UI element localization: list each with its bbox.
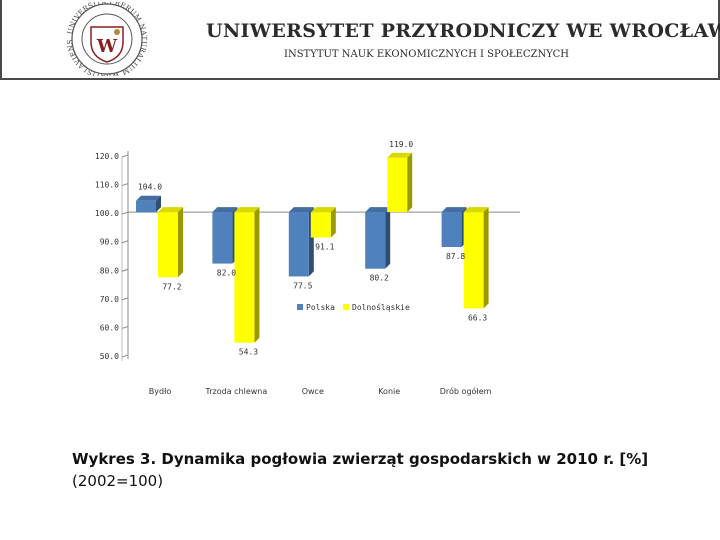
legend-label-1: Dolnośląskie	[352, 302, 410, 312]
y-tick-label: 60.0	[100, 323, 119, 332]
y-tick-label: 50.0	[100, 352, 119, 361]
header-banner: UNIVERSITAS RERUM NATURALIUM WRATISLAVIE…	[0, 0, 720, 90]
data-label: 66.3	[468, 313, 487, 322]
y-tick-mark	[121, 268, 129, 272]
chart-legend: Polska Dolnośląskie	[297, 302, 410, 312]
university-title: UNIWERSYTET PRZYRODNICZY WE WROCŁAWIU	[206, 20, 720, 42]
y-tick-mark	[121, 211, 129, 215]
bar-side-0	[156, 195, 161, 213]
x-tick-label: Konie	[378, 387, 400, 396]
bar-1	[387, 157, 408, 213]
data-label: 80.2	[370, 274, 389, 283]
bar-0	[136, 200, 156, 213]
chart-data-labels: 104.0 77.2 82.0 54.3 77.5 91.1 80.2 119.0 87.8 66…	[138, 140, 487, 357]
svg-text:W: W	[96, 36, 118, 57]
header-bottom-rule	[0, 78, 720, 80]
y-tick-label: 100.0	[95, 209, 119, 218]
bar-top-0	[136, 195, 161, 201]
bar-top-1	[234, 207, 260, 213]
data-label: 119.0	[389, 140, 413, 149]
caption-subtitle: (2002=100)	[72, 472, 164, 490]
figure-caption: Wykres 3. Dynamika pogłowia zwierząt gos…	[72, 448, 672, 492]
y-tick-label: 70.0	[100, 295, 119, 304]
bar-side-1	[178, 207, 183, 278]
y-tick-label: 120.0	[95, 152, 119, 161]
x-tick-label: Drób ogółem	[440, 386, 492, 396]
bar-1	[234, 212, 255, 343]
bar-side-1	[483, 207, 489, 309]
y-tick-label: 90.0	[100, 238, 119, 247]
legend-swatch-0	[297, 304, 303, 310]
header-right-rule	[718, 0, 720, 80]
bar-side-1	[330, 207, 336, 238]
data-label: 77.5	[293, 281, 312, 290]
y-tick-mark	[121, 325, 129, 329]
y-tick-mark	[121, 183, 129, 187]
bar-0	[288, 212, 309, 277]
bar-side-1	[407, 152, 413, 213]
y-tick-label: 110.0	[95, 181, 119, 190]
y-tick-mark	[121, 297, 129, 301]
bar-top-1	[387, 152, 413, 158]
university-seal-logo: UNIVERSITAS RERUM NATURALIUM WRATISLAVIE…	[55, 2, 148, 76]
legend-label-0: Polska	[306, 303, 335, 312]
y-tick-mark	[121, 154, 129, 158]
bar-0	[212, 212, 233, 264]
y-tick-mark	[121, 240, 129, 244]
bar-side-1	[254, 207, 260, 343]
data-label: 82.0	[217, 269, 236, 278]
institute-title: INSTYTUT NAUK EKONOMICZNYCH I SPOŁECZNYC…	[284, 49, 570, 60]
bar-1	[310, 212, 331, 238]
bar-top-0	[441, 207, 467, 213]
y-tick-label: 80.0	[100, 266, 119, 275]
bar-top-1	[310, 207, 336, 213]
data-label: 104.0	[138, 183, 162, 192]
data-label: 77.2	[162, 282, 181, 291]
bar-0	[441, 212, 462, 247]
caption-title: Wykres 3. Dynamika pogłowia zwierząt gos…	[72, 450, 649, 468]
bar-chart: 50.0 60.0 70.0 80.0 90.0 100.0 110.0 120.0 Bydło…	[95, 140, 520, 396]
x-tick-label: Trzoda chlewna	[205, 387, 268, 396]
data-label: 87.8	[446, 252, 465, 261]
bar-1	[463, 212, 484, 309]
data-label: 54.3	[239, 348, 258, 357]
bar-top-0	[365, 207, 391, 213]
chart-bars	[136, 152, 489, 343]
x-tick-label: Bydło	[149, 387, 172, 396]
bar-0	[365, 212, 386, 269]
legend-swatch-1	[343, 304, 349, 310]
bar-side-0	[385, 207, 391, 269]
bar-top-1	[463, 207, 489, 213]
header-left-rule	[0, 0, 2, 80]
bar-1	[158, 212, 178, 278]
y-tick-mark	[121, 354, 129, 358]
bar-top-0	[288, 207, 314, 213]
bar-top-1	[158, 207, 183, 213]
bar-top-0	[212, 207, 238, 213]
x-tick-label: Owce	[302, 387, 324, 396]
data-label: 91.1	[315, 243, 334, 252]
